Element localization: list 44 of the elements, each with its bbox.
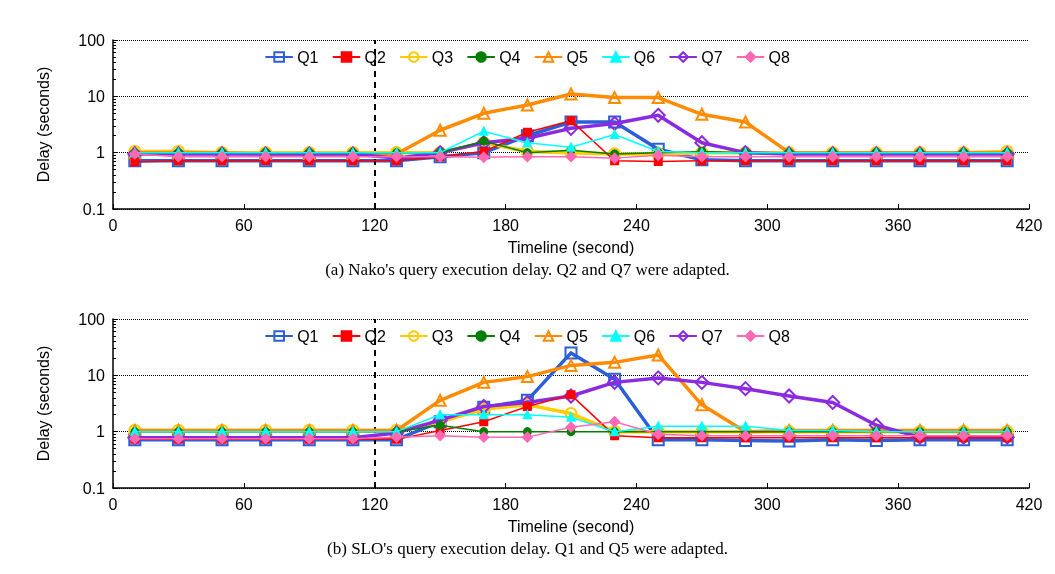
- x-tick-label: 300: [753, 495, 781, 513]
- x-tick-label: 360: [884, 216, 912, 234]
- legend-label: Q1: [297, 327, 319, 345]
- legend-label: Q3: [431, 48, 454, 66]
- legend-label: Q6: [633, 327, 656, 345]
- x-tick-label: 300: [753, 216, 781, 234]
- x-tick-label: 360: [884, 495, 912, 513]
- x-tick-label: 180: [492, 495, 520, 513]
- legend-label: Q8: [768, 327, 790, 345]
- x-tick-label: 60: [234, 495, 253, 513]
- x-tick-label: 420: [1015, 495, 1043, 513]
- y-tick-label: 1: [96, 423, 106, 441]
- x-tick-label: 120: [361, 495, 389, 513]
- legend-label: Q7: [701, 48, 723, 66]
- legend-label: Q8: [768, 48, 790, 66]
- x-tick-label: 0: [108, 495, 118, 513]
- y-tick-label: 0.1: [82, 200, 106, 218]
- x-tick-label: 0: [108, 216, 118, 234]
- x-tick-label: 240: [623, 216, 650, 234]
- text: (a) Nako's query execution delay. Q2 and Q7 were adapted.: [325, 260, 730, 279]
- legend-label: Q6: [633, 48, 656, 66]
- x-tick-label: 120: [361, 216, 389, 234]
- x-tick-label: 60: [234, 216, 253, 234]
- legend-label: Q1: [297, 48, 319, 66]
- y-tick-label: 10: [87, 87, 106, 105]
- y-tick-label: 100: [78, 31, 106, 49]
- y-axis-title: Delay (seconds): [34, 345, 52, 462]
- x-axis-title: Timeline (second): [507, 238, 635, 256]
- legend-label: Q7: [701, 327, 723, 345]
- y-tick-label: 0.1: [82, 479, 106, 497]
- y-axis-title: Delay (seconds): [34, 66, 52, 183]
- legend-label: Q3: [431, 327, 454, 345]
- y-tick-label: 100: [78, 310, 106, 328]
- x-tick-label: 180: [492, 216, 520, 234]
- text: (b) SLO's query execution delay. Q1 and Q5 were adapted.: [327, 539, 728, 558]
- legend-label: Q4: [499, 48, 521, 66]
- legend-label: Q5: [566, 327, 588, 345]
- y-tick-label: 1: [96, 144, 106, 162]
- y-tick-label: 10: [87, 366, 106, 384]
- legend-label: Q5: [566, 48, 588, 66]
- x-axis-title: Timeline (second): [507, 517, 635, 535]
- x-tick-label: 420: [1015, 216, 1043, 234]
- x-tick-label: 240: [623, 495, 650, 513]
- legend-label: Q4: [499, 327, 521, 345]
